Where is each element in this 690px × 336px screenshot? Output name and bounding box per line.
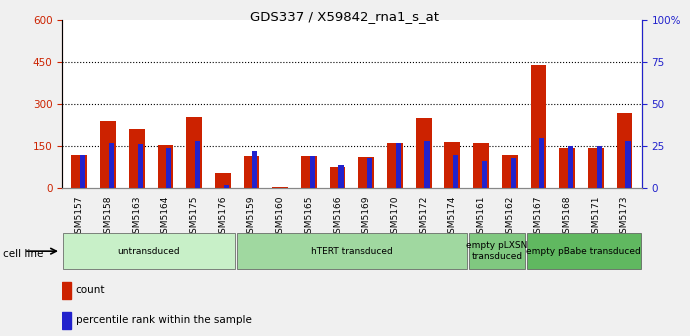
Bar xyxy=(301,156,317,188)
Bar xyxy=(63,233,235,268)
Bar xyxy=(166,148,171,188)
Bar xyxy=(568,146,573,188)
Bar xyxy=(62,282,72,298)
Bar xyxy=(310,156,315,188)
Bar xyxy=(129,129,145,188)
Bar xyxy=(511,158,515,188)
Text: cell line: cell line xyxy=(3,249,44,259)
Bar xyxy=(617,113,632,188)
Text: empty pBabe transduced: empty pBabe transduced xyxy=(526,247,641,256)
Bar xyxy=(482,161,487,188)
Bar xyxy=(473,143,489,188)
Bar xyxy=(157,145,173,188)
Bar xyxy=(625,141,631,188)
Bar xyxy=(396,143,401,188)
Bar xyxy=(526,233,641,268)
Text: empty pLXSN
transduced: empty pLXSN transduced xyxy=(466,242,527,261)
Text: percentile rank within the sample: percentile rank within the sample xyxy=(75,315,251,325)
Bar xyxy=(72,155,87,188)
Bar xyxy=(588,148,604,188)
Bar xyxy=(237,233,467,268)
Bar xyxy=(273,187,288,188)
Bar xyxy=(387,143,403,188)
Text: GDS337 / X59842_rna1_s_at: GDS337 / X59842_rna1_s_at xyxy=(250,10,440,23)
Bar xyxy=(559,148,575,188)
Bar xyxy=(186,117,202,188)
Bar xyxy=(597,146,602,188)
Bar xyxy=(80,155,86,188)
Bar xyxy=(338,165,344,188)
Bar xyxy=(540,138,544,188)
Bar xyxy=(109,143,114,188)
Text: hTERT transduced: hTERT transduced xyxy=(311,247,393,256)
Bar xyxy=(453,155,458,188)
Bar xyxy=(330,167,346,188)
Bar xyxy=(100,121,116,188)
Bar xyxy=(358,157,374,188)
Bar xyxy=(215,173,230,188)
Bar xyxy=(367,158,373,188)
Text: untransduced: untransduced xyxy=(118,247,180,256)
Bar xyxy=(502,155,518,188)
Bar xyxy=(253,151,257,188)
Text: count: count xyxy=(75,285,105,295)
Bar xyxy=(424,141,430,188)
Bar xyxy=(416,118,431,188)
Bar xyxy=(444,142,460,188)
Bar xyxy=(224,185,229,188)
Bar xyxy=(137,144,143,188)
Bar xyxy=(469,233,525,268)
Bar xyxy=(62,312,72,329)
Bar xyxy=(195,141,200,188)
Bar xyxy=(244,156,259,188)
Bar xyxy=(531,65,546,188)
